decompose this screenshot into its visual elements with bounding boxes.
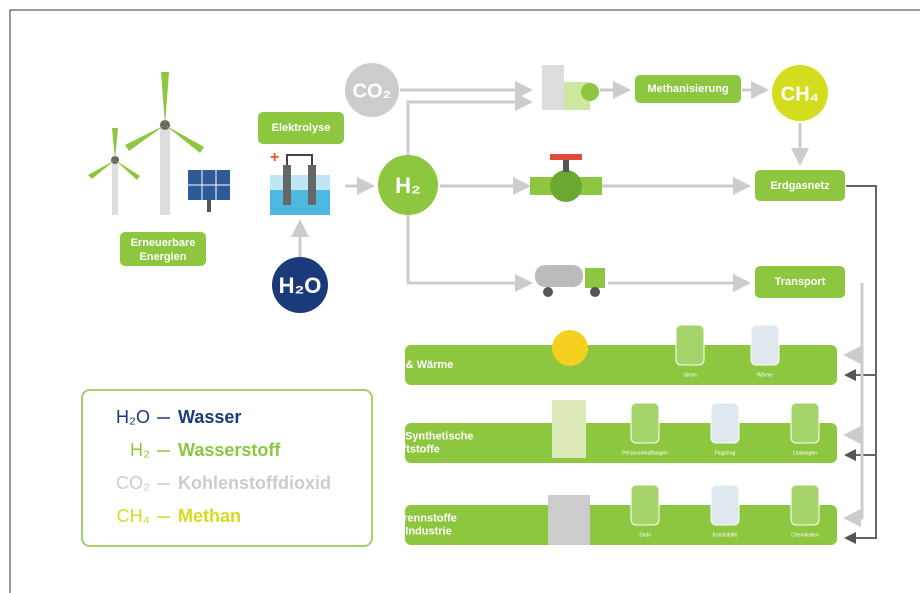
label: Methanisierung <box>647 83 728 95</box>
item-icon <box>711 485 739 525</box>
label: CH₄ <box>781 83 819 105</box>
fuel-icon <box>552 400 586 458</box>
item-label: Strom <box>683 372 696 378</box>
item-icon <box>791 485 819 525</box>
item-icon <box>751 325 779 365</box>
label: Energien <box>139 251 186 263</box>
sector-band <box>405 423 837 463</box>
arrows <box>400 90 876 538</box>
legend-name: Methan <box>178 506 241 526</box>
legend-formula: H₂O <box>116 407 150 427</box>
legend-formula: CO₂ <box>116 473 150 493</box>
item-icon <box>711 403 739 443</box>
renewables-icon <box>88 72 230 215</box>
truck-icon <box>535 265 605 297</box>
legend-name: Kohlenstoffdioxid <box>178 473 331 493</box>
sector-band <box>405 505 837 545</box>
sector-title: Roh-/Brennstoffe <box>367 512 457 524</box>
item-label: Lastwagen <box>793 450 817 456</box>
sector-title: in der Industrie <box>372 525 451 537</box>
item-icon <box>791 403 819 443</box>
item-icon <box>631 403 659 443</box>
plant-icon <box>542 65 599 110</box>
item-label: Kunststoffe <box>713 532 738 538</box>
legend-formula: CH₄ <box>117 506 150 526</box>
item-icon <box>631 485 659 525</box>
electrolyzer-icon: + <box>270 149 330 215</box>
label: Elektrolyse <box>272 122 331 134</box>
sector-title: Strom & Wärme <box>371 359 454 371</box>
label: Erdgasnetz <box>770 180 830 192</box>
legend-formula: H₂ <box>130 440 150 460</box>
label: CO₂ <box>353 80 392 102</box>
item-label: Flugzeug <box>715 450 736 456</box>
legend-name: Wasserstoff <box>178 440 281 460</box>
label: Erneuerbare <box>131 237 196 249</box>
factory-icon <box>548 495 590 545</box>
pipe-icon <box>530 154 602 202</box>
item-label: Wärme <box>757 372 773 378</box>
item-icon <box>676 325 704 365</box>
sector-title: Kraftstoffe <box>384 443 440 455</box>
item-label: Stahl <box>639 532 650 538</box>
label: H₂ <box>395 173 421 198</box>
bulb-icon <box>552 330 588 366</box>
svg-text:+: + <box>270 149 279 166</box>
diagram: Erneuerbare Energien Elektrolyse + H₂O H… <box>0 0 920 593</box>
label: H₂O <box>279 273 322 298</box>
label: Transport <box>775 276 826 288</box>
legend-name: Wasser <box>178 407 241 427</box>
item-label: Chemikalien <box>791 532 819 538</box>
item-label: Personenkraftwagen <box>622 450 668 456</box>
